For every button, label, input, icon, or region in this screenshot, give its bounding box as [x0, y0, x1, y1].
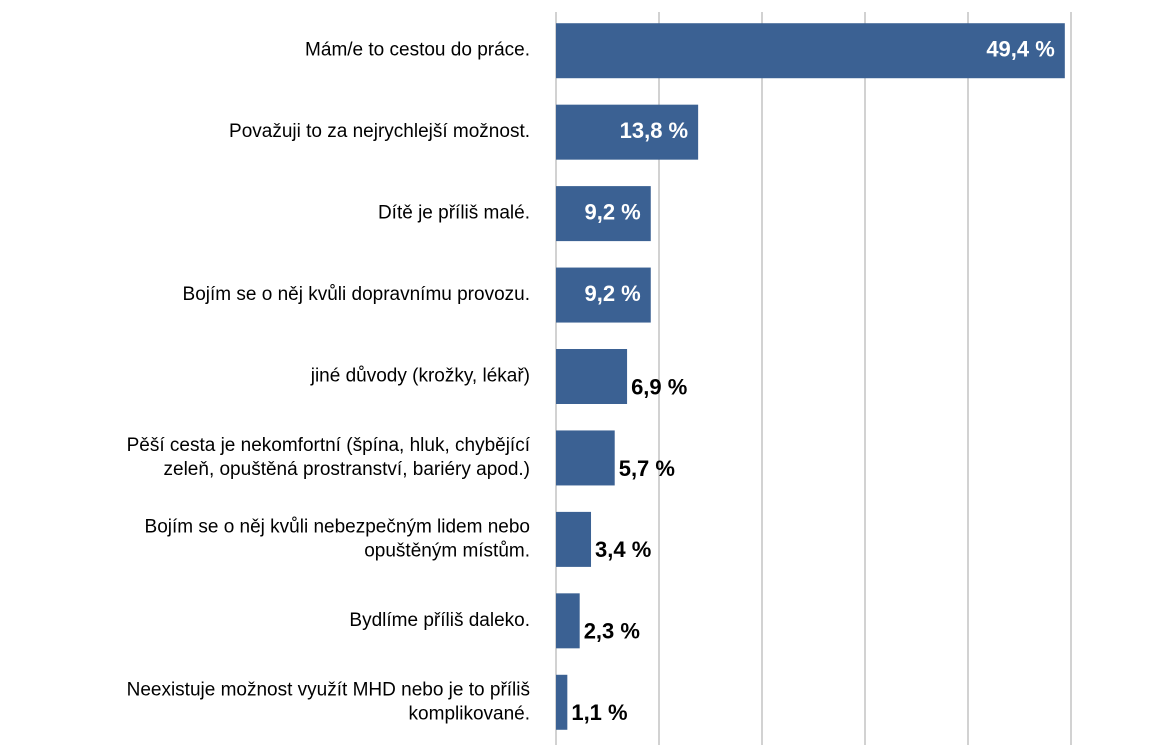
- bar: [556, 23, 1065, 79]
- value-label: 1,1 %: [571, 700, 627, 725]
- value-label: 2,3 %: [584, 619, 640, 644]
- category-label: Bojím se o něj kvůli dopravnímu provozu.: [183, 284, 530, 305]
- value-label: 9,2 %: [584, 281, 640, 306]
- category-label: Mám/e to cestou do práce.: [305, 40, 530, 61]
- bar: [556, 104, 699, 160]
- bar: [556, 186, 651, 242]
- bar: [556, 511, 592, 567]
- category-label: Považuji to za nejrychlejší možnost.: [229, 121, 530, 142]
- category-label: Neexistuje možnost využít MHD nebo je to…: [127, 679, 530, 724]
- value-label: 6,9 %: [631, 374, 687, 399]
- bar: [556, 430, 615, 486]
- category-label: Bydlíme příliš daleko.: [349, 610, 530, 631]
- bar: [556, 593, 580, 649]
- value-label: 9,2 %: [584, 199, 640, 224]
- bar: [556, 267, 651, 323]
- category-label: Bojím se o něj kvůli nebezpečným lidem n…: [145, 516, 530, 561]
- bar: [556, 349, 628, 404]
- category-label: jiné důvody (krožky, lékař): [310, 366, 530, 387]
- category-label: Pěší cesta je nekomfortní (špína, hluk, …: [127, 435, 531, 480]
- value-label: 13,8 %: [620, 118, 689, 143]
- value-label: 3,4 %: [595, 537, 651, 562]
- value-label: 49,4 %: [986, 37, 1055, 62]
- category-label: Dítě je příliš malé.: [378, 203, 530, 224]
- bar: [556, 674, 568, 730]
- value-label: 5,7 %: [619, 456, 675, 481]
